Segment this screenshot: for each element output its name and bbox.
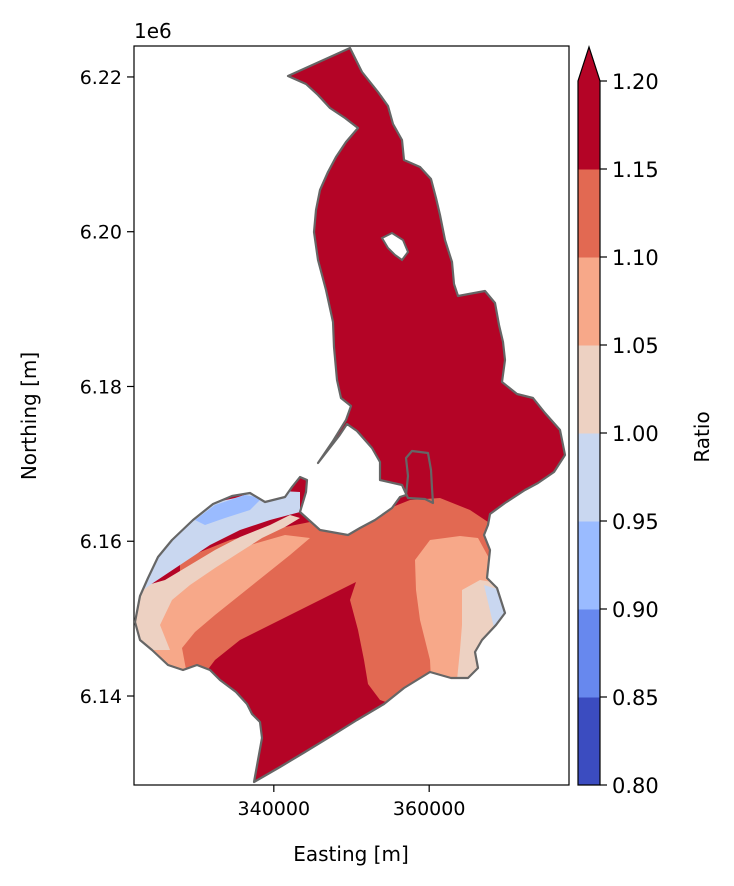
y-tick-label-0: 6.14 xyxy=(80,686,122,708)
colorbar-tick-label-8: 1.20 xyxy=(612,70,659,94)
colorbar-segment-4 xyxy=(578,345,600,434)
colorbar-segment-5 xyxy=(578,257,600,346)
y-tick-label-3: 6.20 xyxy=(80,222,122,244)
colorbar-segment-3 xyxy=(578,433,600,522)
region-ratio-0.90-0.95 xyxy=(195,495,262,525)
colorbar-tick-label-0: 0.80 xyxy=(612,774,659,798)
colorbar-tick-label-2: 0.90 xyxy=(612,598,659,622)
y-tick-label-1: 6.16 xyxy=(80,531,122,553)
colorbar-tick-label-3: 0.95 xyxy=(612,510,659,534)
colorbar-tick-label-4: 1.00 xyxy=(612,422,659,446)
colorbar-tick-label-5: 1.05 xyxy=(612,334,659,358)
x-tick-label-0: 340000 xyxy=(238,798,311,820)
colorbar-tick-label-1: 0.85 xyxy=(612,686,659,710)
colorbar: 0.80 0.85 0.90 0.95 1.00 1.05 1.10 1.15 1.20 xyxy=(577,45,659,798)
x-tick-label-1: 360000 xyxy=(393,798,466,820)
colorbar-segment-7 xyxy=(578,81,600,170)
colorbar-tick-label-7: 1.15 xyxy=(612,158,659,182)
colorbar-segment-6 xyxy=(578,169,600,258)
colorbar-extend-arrow xyxy=(578,47,600,81)
y-axis-ticks: 6.14 6.16 6.18 6.20 6.22 xyxy=(80,67,134,708)
catchment-outline xyxy=(133,46,567,784)
y-axis-label: Northing [m] xyxy=(17,352,41,480)
colorbar-frame xyxy=(577,45,601,786)
region-ratio-1.00-1.05-west xyxy=(135,515,300,650)
colorbar-segment-1 xyxy=(578,609,600,698)
x-axis-ticks: 340000 360000 xyxy=(238,785,466,820)
colorbar-tick-label-6: 1.10 xyxy=(612,246,659,270)
colorbar-segment-2 xyxy=(578,521,600,610)
y-tick-label-4: 6.22 xyxy=(80,67,122,89)
colorbar-label: Ratio xyxy=(690,411,714,462)
x-axis-label: Easting [m] xyxy=(293,842,409,866)
y-offset-label: 1e6 xyxy=(134,19,172,43)
lake-hole xyxy=(380,231,410,262)
region-ratio-1.05-1.10-west xyxy=(140,535,310,680)
colorbar-segment-0 xyxy=(578,697,600,786)
y-tick-label-2: 6.18 xyxy=(80,376,122,398)
